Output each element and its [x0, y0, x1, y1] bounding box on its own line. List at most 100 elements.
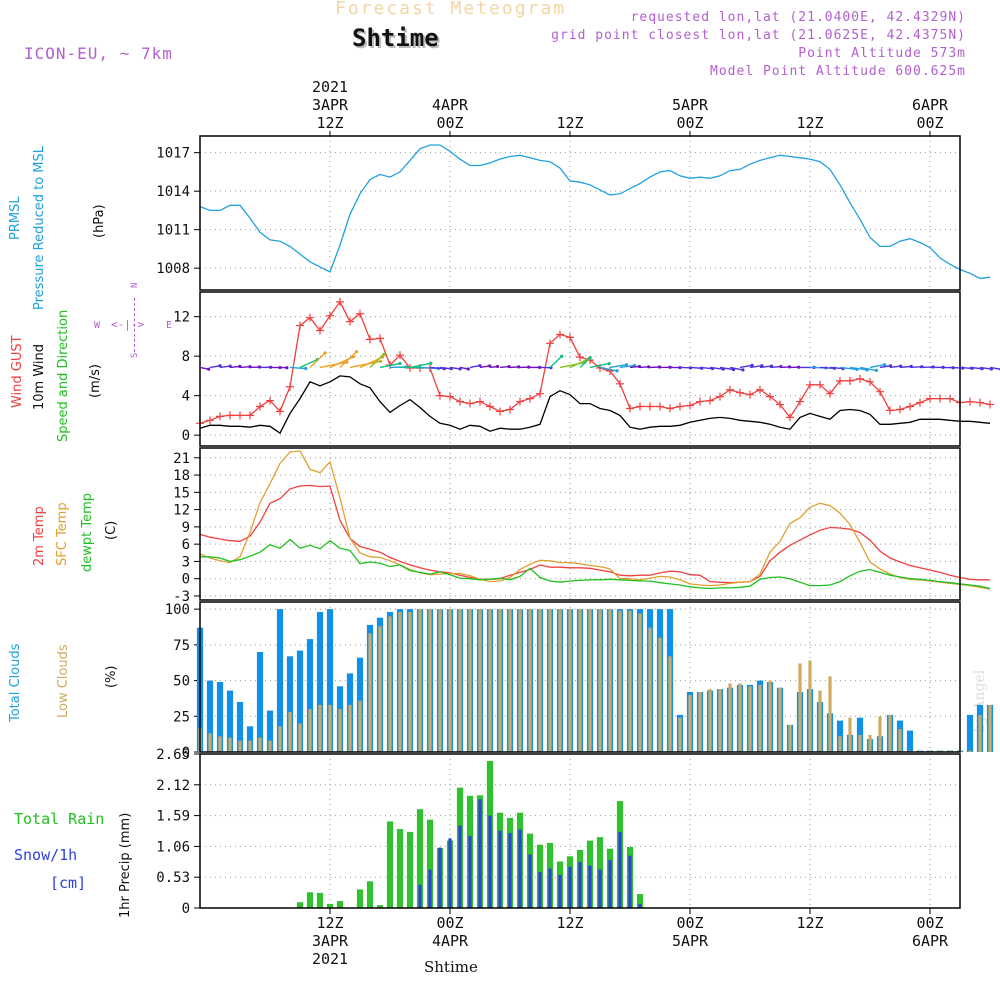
y-tick-label: 6	[182, 537, 190, 553]
wind-arrow-head	[624, 363, 629, 367]
bar-low-clouds	[628, 610, 632, 752]
wind-arrow	[379, 362, 401, 369]
y-tick-label: 1.06	[156, 839, 190, 855]
bar-low-clouds	[678, 717, 682, 752]
bottom-time-label: 12Z	[796, 914, 823, 932]
y-tick-label: 25	[173, 709, 190, 725]
wind-arrow	[289, 366, 306, 370]
gust-marker	[566, 333, 574, 342]
gust-marker	[276, 407, 284, 416]
bar-low-clouds	[228, 737, 232, 752]
gust-marker	[676, 402, 684, 411]
bar-low-clouds	[548, 609, 552, 752]
y-tick-label: 100	[165, 602, 190, 618]
wind-arrow	[369, 353, 385, 368]
bar-low-clouds	[498, 609, 502, 752]
wind-arrow	[319, 361, 347, 369]
wind-arrow	[759, 365, 772, 369]
y-tick-label: 18	[173, 468, 190, 484]
wind-arrow	[909, 365, 922, 369]
gust-marker	[446, 392, 454, 401]
bar-snow-h	[628, 855, 632, 908]
y-tick-label: 8	[182, 349, 190, 365]
compass-arrows: <-|->	[111, 318, 145, 331]
gust-marker	[296, 321, 304, 330]
bar-low-clouds	[838, 736, 842, 752]
bar-total-clouds	[856, 717, 864, 752]
gust-marker	[396, 351, 404, 360]
bar-low-clouds	[598, 609, 602, 752]
bar-low-clouds	[568, 609, 572, 752]
gust-marker	[616, 379, 624, 388]
y-tick-label: 1014	[156, 184, 190, 200]
wind-arrow-head	[517, 365, 521, 369]
bar-snow-h	[468, 835, 472, 908]
top-time-label: 00Z	[916, 114, 943, 132]
bar-total-clouds	[286, 656, 294, 752]
bar-low-clouds	[828, 676, 832, 752]
gust-marker	[736, 388, 744, 397]
wind-arrow	[739, 364, 753, 369]
meteogram-title: Forecast Meteogram	[335, 0, 567, 19]
y-tick-label: 12	[173, 310, 190, 326]
bar-low-clouds	[858, 734, 862, 752]
bar-snow-h	[558, 874, 562, 908]
wind-arrow	[409, 362, 431, 369]
bar-low-clouds	[668, 656, 672, 752]
wind-arrow-head	[874, 368, 879, 372]
gust-marker	[556, 330, 564, 339]
bar-snow-h	[498, 830, 502, 908]
wind-arrow	[339, 351, 357, 368]
gust-marker	[356, 309, 364, 318]
gust-marker	[206, 416, 214, 425]
bar-total-rain	[416, 809, 424, 908]
bar-low-clouds	[648, 627, 652, 752]
wind-arrow	[879, 365, 891, 369]
gust-marker	[746, 390, 754, 399]
bar-total-clouds	[216, 682, 224, 752]
wind-arrow-head	[741, 368, 745, 372]
top-time-label: 12Z	[796, 114, 823, 132]
y-tick-label: 0	[182, 745, 190, 761]
bar-low-clouds	[318, 704, 322, 752]
gust-marker	[856, 374, 864, 383]
bar-low-clouds	[328, 704, 332, 752]
bar-total-clouds	[246, 726, 254, 752]
y-tick-label: 75	[173, 638, 190, 654]
bar-low-clouds	[288, 712, 292, 752]
bar-low-clouds	[708, 689, 712, 752]
bar-total-clouds	[276, 609, 284, 752]
wind-arrow	[959, 366, 973, 370]
bar-low-clouds	[758, 684, 762, 752]
bar-low-clouds	[208, 733, 212, 752]
gust-marker	[606, 366, 614, 375]
y-tick-label: 0.53	[156, 870, 190, 886]
gust-marker	[496, 407, 504, 416]
bar-low-clouds	[578, 609, 582, 752]
bar-low-clouds	[638, 613, 642, 752]
wind-arrow	[859, 366, 877, 372]
wind-arrow	[719, 366, 734, 371]
top-time-label: 5APR	[672, 96, 709, 114]
wind-arrow	[849, 366, 868, 371]
gust-marker	[776, 400, 784, 409]
y-tick-label: 9	[182, 520, 190, 536]
bar-low-clouds	[798, 663, 802, 752]
place-name: Shtime	[352, 24, 439, 52]
bar-snow-h	[418, 884, 422, 908]
bar-snow-h	[448, 838, 452, 908]
gust-marker	[906, 402, 914, 411]
bar-low-clouds	[618, 610, 622, 752]
wind-arrow	[239, 365, 251, 369]
wind-arrow-head	[527, 365, 531, 369]
gust-marker	[866, 377, 874, 386]
wind-arrow-head	[354, 350, 359, 354]
bar-total-clouds	[256, 652, 264, 752]
wind-arrow	[619, 364, 635, 369]
gust-marker	[986, 400, 994, 409]
bar-total-clouds	[236, 702, 244, 752]
bar-snow-h	[538, 872, 542, 908]
bar-low-clouds	[978, 714, 982, 752]
wind-arrow-head	[417, 365, 422, 370]
